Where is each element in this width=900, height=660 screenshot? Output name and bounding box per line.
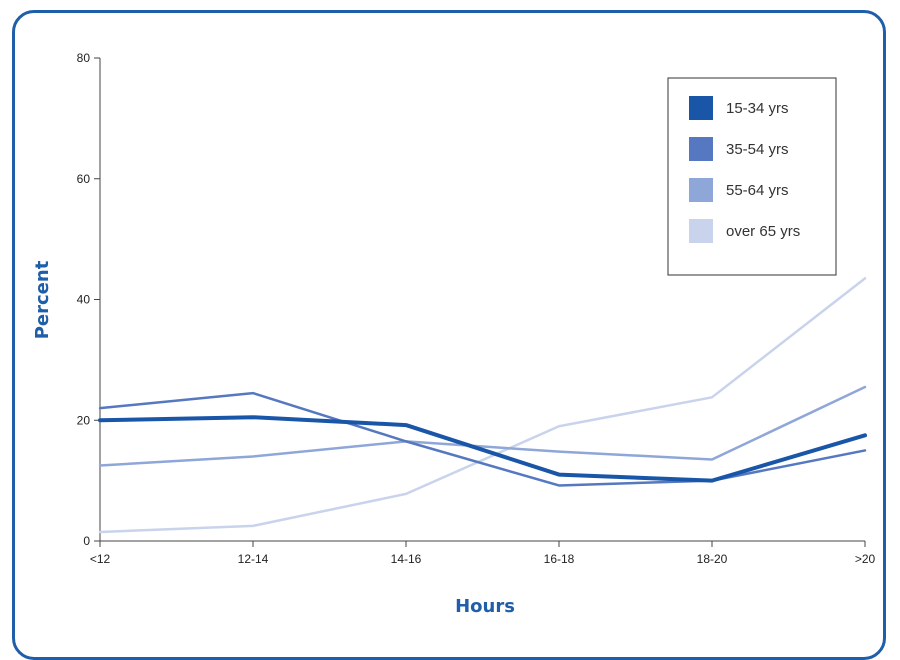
legend-swatch bbox=[689, 178, 713, 202]
series-line bbox=[98, 415, 867, 483]
x-tick-label: 18-20 bbox=[697, 552, 728, 566]
legend-swatch bbox=[689, 219, 713, 243]
y-tick-label: 20 bbox=[77, 413, 91, 427]
series-line bbox=[98, 385, 867, 467]
y-tick-label: 60 bbox=[77, 172, 91, 186]
y-axis-title: Percent bbox=[32, 260, 53, 339]
legend-swatch bbox=[689, 137, 713, 161]
legend-label: over 65 yrs bbox=[726, 223, 800, 240]
tick-labels: 0 20 40 60 80 <12 12-14 14-16 16-18 18-20 >20 bbox=[77, 51, 876, 566]
legend-label: 55-64 yrs bbox=[726, 182, 789, 199]
line-chart: 0 20 40 60 80 <12 12-14 14-16 16-18 18-20 >20 Hour… bbox=[32, 51, 876, 617]
legend-label: 15-34 yrs bbox=[726, 100, 789, 117]
x-tick-label: >20 bbox=[855, 552, 876, 566]
legend-swatch bbox=[689, 96, 713, 120]
x-tick-label: 12-14 bbox=[238, 552, 269, 566]
x-tick-label: 16-18 bbox=[544, 552, 575, 566]
y-tick-label: 80 bbox=[77, 51, 91, 65]
x-axis-title: Hours bbox=[455, 596, 515, 617]
legend-label: 35-54 yrs bbox=[726, 141, 789, 158]
x-tick-label: <12 bbox=[90, 552, 111, 566]
legend: 15-34 yrs 35-54 yrs 55-64 yrs over 65 yrs bbox=[667, 77, 837, 276]
y-tick-label: 40 bbox=[77, 293, 91, 307]
x-tick-label: 14-16 bbox=[391, 552, 422, 566]
axes bbox=[94, 57, 866, 547]
series-line bbox=[98, 277, 867, 534]
series-line bbox=[98, 391, 867, 487]
y-tick-label: 0 bbox=[83, 534, 90, 548]
series-lines bbox=[98, 277, 867, 534]
